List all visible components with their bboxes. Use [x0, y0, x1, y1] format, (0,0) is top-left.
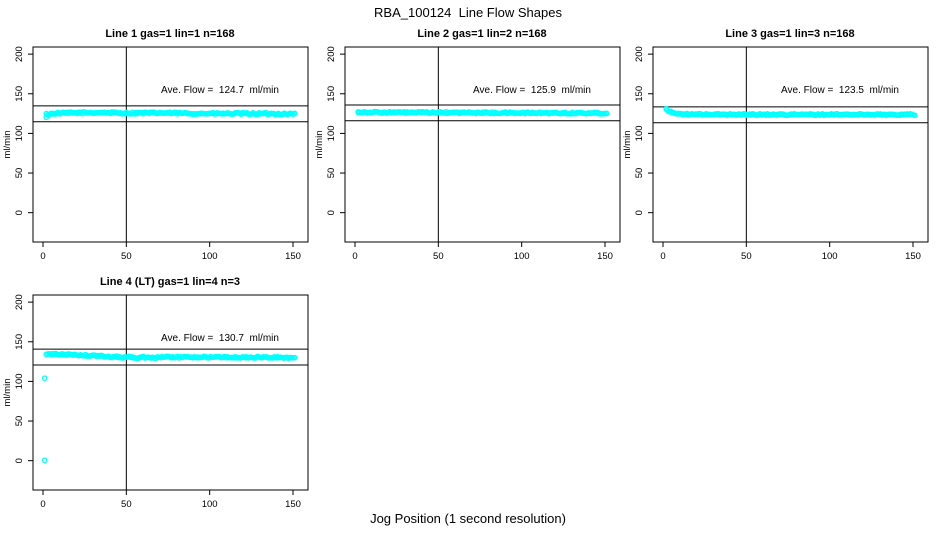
x-tick-label: 0 — [40, 499, 45, 510]
x-tick-label: 100 — [202, 499, 218, 510]
x-tick-label: 150 — [597, 251, 613, 262]
panel-title: Line 2 gas=1 lin=2 n=168 — [417, 28, 546, 40]
plot-area: 0 50 100 150 0 50 100 150 200 ml/min — [622, 46, 929, 262]
outlier-point — [41, 375, 48, 382]
data-points — [355, 108, 610, 117]
x-tick-label: 150 — [905, 251, 921, 262]
y-tick-label: 200 — [326, 46, 337, 62]
x-tick-label: 100 — [202, 251, 218, 262]
y-tick-label: 50 — [326, 168, 337, 179]
y-tick-label: 100 — [14, 125, 25, 141]
ave-flow-annotation: Ave. Flow = 123.5 ml/min — [781, 85, 899, 96]
y-tick-label: 0 — [14, 458, 25, 463]
x-tick-label: 50 — [121, 499, 132, 510]
y-tick-label: 200 — [14, 294, 25, 310]
shared-x-axis-label: Jog Position (1 second resolution) — [370, 511, 566, 526]
axes: 0 50 100 150 0 50 100 150 200 ml/min — [2, 46, 301, 262]
panel-line-3: 0 50 100 150 0 50 100 150 200 ml/min Line 3 gas=1… — [620, 23, 932, 269]
line-3-chart: 0 50 100 150 0 50 100 150 200 ml/min Line 3 gas=1… — [622, 28, 929, 262]
panel-line-4: 0 50 100 150 0 50 100 150 200 ml/min Line 4 (LT) … — [0, 271, 312, 517]
panel-line-2: 0 50 100 150 0 50 100 150 200 ml/min Line 2 gas=1… — [312, 23, 624, 269]
reference-lines — [33, 47, 308, 242]
y-tick-label: 0 — [326, 210, 337, 215]
y-axis-unit-label: ml/min — [314, 131, 325, 159]
y-tick-label: 150 — [326, 86, 337, 102]
y-tick-label: 100 — [634, 125, 645, 141]
reference-lines — [33, 295, 308, 490]
x-tick-label: 150 — [285, 251, 301, 262]
x-tick-label: 100 — [514, 251, 530, 262]
data-point — [911, 112, 918, 119]
axes: 0 50 100 150 0 50 100 150 200 ml/min — [622, 46, 921, 262]
ave-flow-annotation: Ave. Flow = 124.7 ml/min — [161, 85, 279, 96]
y-tick-label: 50 — [634, 168, 645, 179]
x-tick-label: 0 — [352, 251, 357, 262]
y-tick-label: 0 — [634, 210, 645, 215]
y-tick-label: 150 — [14, 86, 25, 102]
y-axis-unit-label: ml/min — [622, 131, 633, 159]
x-tick-label: 150 — [285, 499, 301, 510]
line-1-chart: 0 50 100 150 0 50 100 150 200 ml/min Line 1 gas=1… — [2, 28, 309, 262]
panel-title: Line 4 (LT) gas=1 lin=4 n=3 — [100, 276, 240, 288]
panel-title: Line 3 gas=1 lin=3 n=168 — [725, 28, 854, 40]
line-2-chart: 0 50 100 150 0 50 100 150 200 ml/min Line 2 gas=1… — [314, 28, 621, 262]
axes: 0 50 100 150 0 50 100 150 200 ml/min — [2, 294, 301, 510]
data-points — [663, 105, 918, 119]
plot-box — [344, 46, 621, 243]
ave-flow-annotation: Ave. Flow = 130.7 ml/min — [161, 333, 279, 344]
data-point — [603, 110, 610, 117]
plot-area: 0 50 100 150 0 50 100 150 200 ml/min — [2, 46, 309, 262]
x-tick-label: 50 — [741, 251, 752, 262]
plot-area: 0 50 100 150 0 50 100 150 200 ml/min — [2, 294, 309, 510]
panel-title: Line 1 gas=1 lin=1 n=168 — [105, 28, 234, 40]
plot-box — [652, 46, 929, 243]
outlier-point — [663, 105, 670, 112]
data-point — [291, 354, 298, 361]
data-point — [291, 110, 298, 117]
x-tick-label: 50 — [121, 251, 132, 262]
x-tick-label: 0 — [660, 251, 665, 262]
data-points — [41, 350, 298, 464]
reference-lines — [653, 47, 928, 242]
y-tick-label: 50 — [14, 168, 25, 179]
x-tick-label: 50 — [433, 251, 444, 262]
panel-line-1: 0 50 100 150 0 50 100 150 200 ml/min Line 1 gas=1… — [0, 23, 312, 269]
y-tick-label: 100 — [14, 373, 25, 389]
y-tick-label: 150 — [14, 334, 25, 350]
y-tick-label: 200 — [14, 46, 25, 62]
plot-area: 0 50 100 150 0 50 100 150 200 ml/min — [314, 46, 621, 262]
line-4-chart: 0 50 100 150 0 50 100 150 200 ml/min Line 4 (LT) … — [2, 276, 309, 510]
data-points — [43, 109, 298, 121]
y-tick-label: 0 — [14, 210, 25, 215]
plot-box — [32, 294, 309, 491]
y-tick-label: 50 — [14, 416, 25, 427]
y-tick-label: 200 — [634, 46, 645, 62]
reference-lines — [345, 47, 620, 242]
figure-title: RBA_100124 Line Flow Shapes — [374, 5, 562, 20]
y-tick-label: 100 — [326, 125, 337, 141]
x-tick-label: 0 — [40, 251, 45, 262]
outlier-point — [43, 114, 50, 121]
y-axis-unit-label: ml/min — [2, 131, 13, 159]
plot-box — [32, 46, 309, 243]
y-tick-label: 150 — [634, 86, 645, 102]
x-tick-label: 100 — [822, 251, 838, 262]
outlier-point — [41, 457, 48, 464]
y-axis-unit-label: ml/min — [2, 379, 13, 407]
axes: 0 50 100 150 0 50 100 150 200 ml/min — [314, 46, 613, 262]
outlier-point — [355, 108, 362, 115]
ave-flow-annotation: Ave. Flow = 125.9 ml/min — [473, 85, 591, 96]
